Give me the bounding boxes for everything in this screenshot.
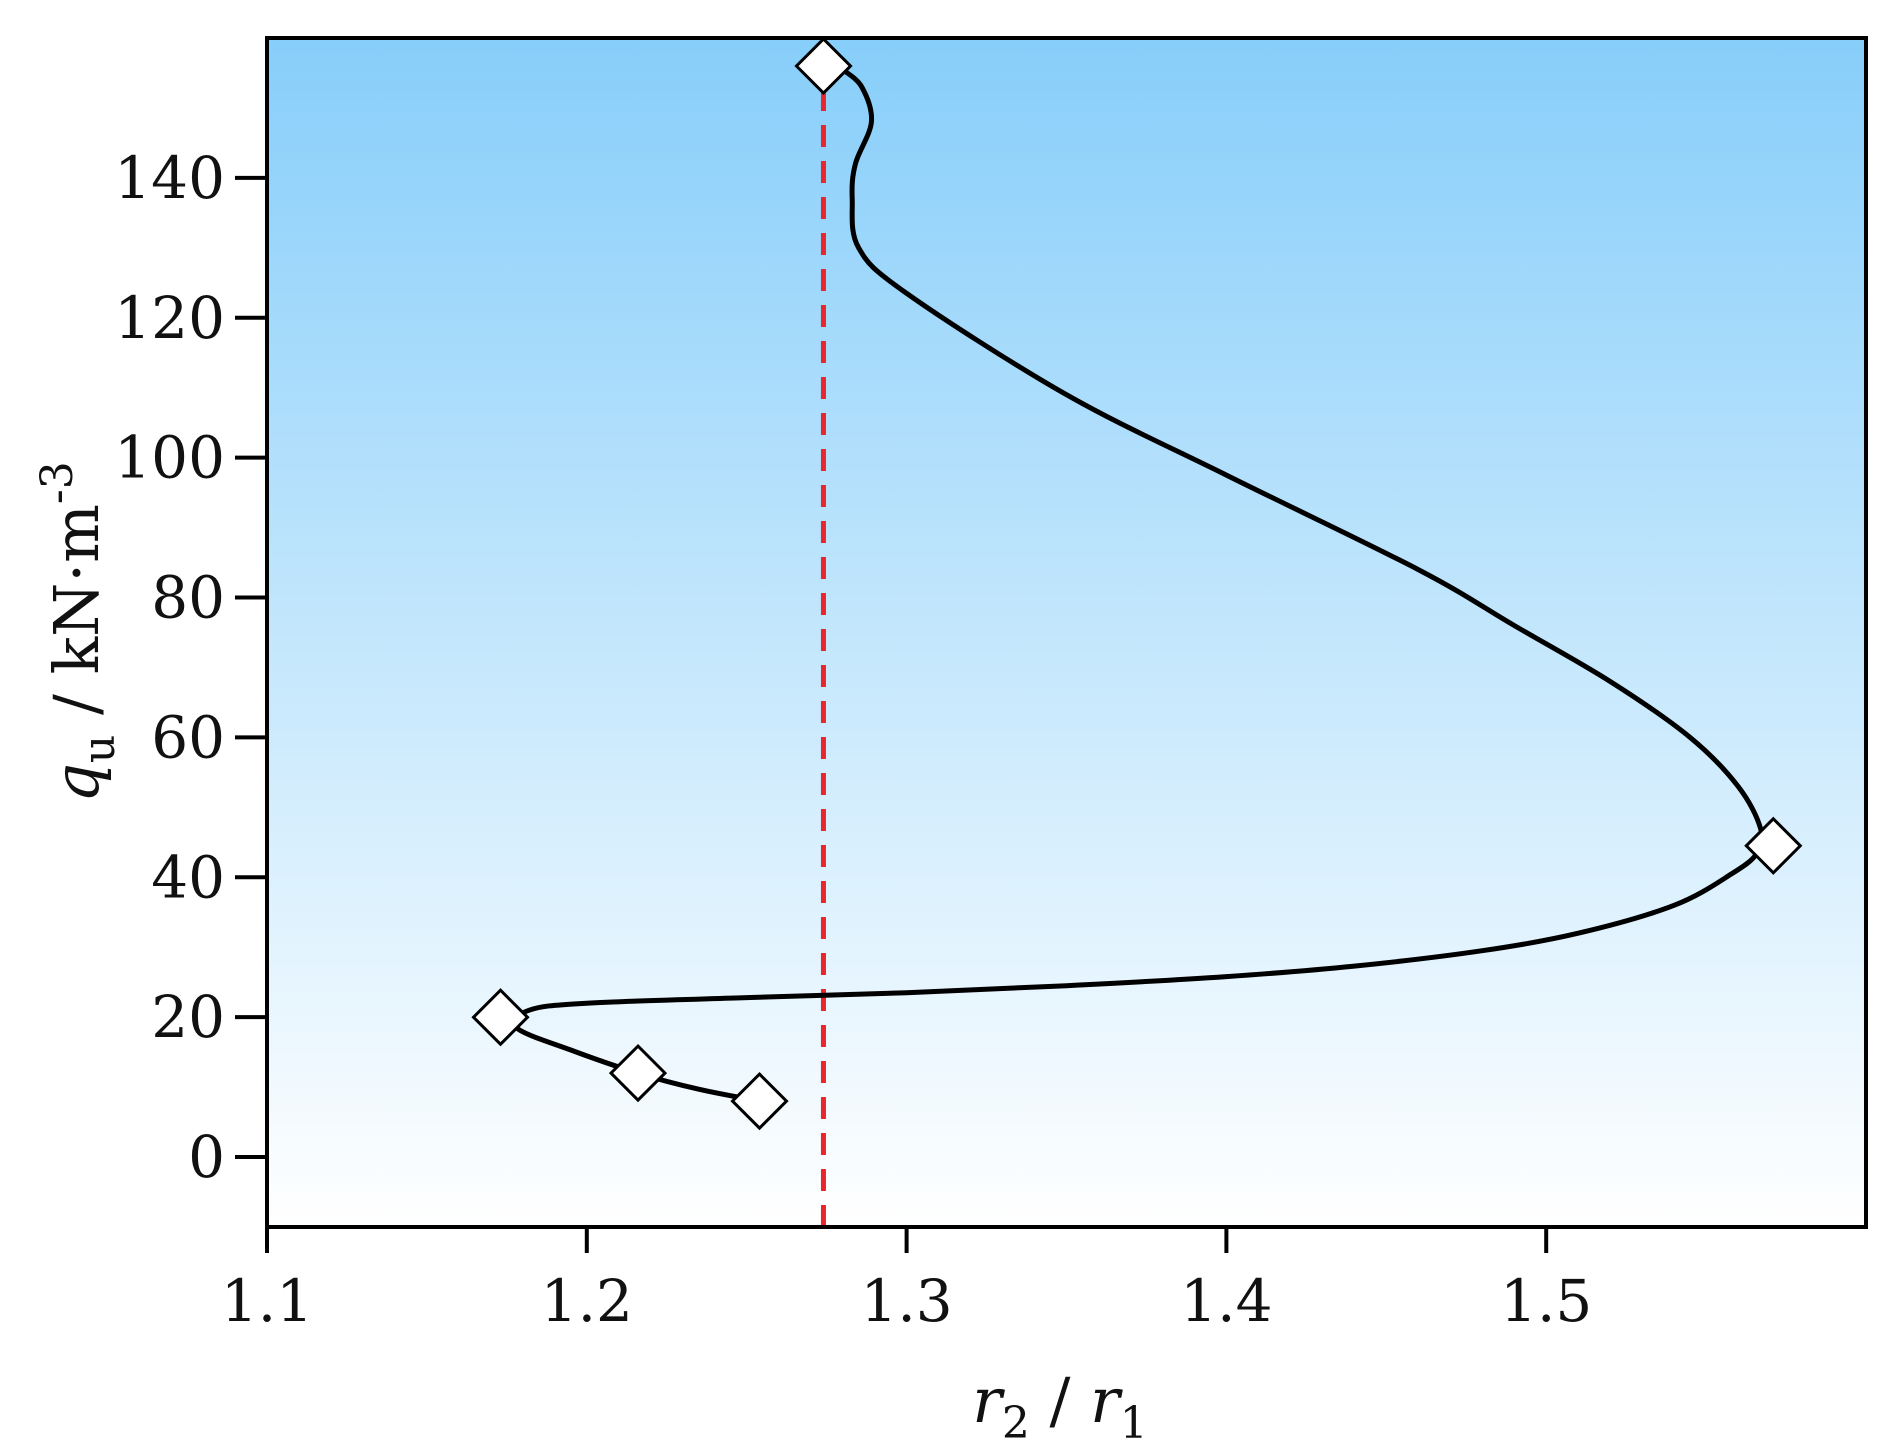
x-tick-label: 1.1: [221, 1267, 313, 1335]
y-axis-title: qu / kN·m-3: [32, 461, 125, 803]
y-tick-label: 120: [114, 284, 225, 352]
marker-layer: [471, 36, 1803, 1131]
data-point-marker: [471, 988, 530, 1047]
x-axis-title-sep: /: [1030, 1364, 1090, 1437]
x-axis-title-sub1: 2: [1002, 1398, 1030, 1449]
y-axis-title-var: q: [40, 763, 113, 803]
y-axis-title-sup: -3: [32, 461, 83, 504]
x-tick-label: 1.3: [860, 1267, 952, 1335]
x-axis: 1.1 1.2 1.3 1.4 1.5: [221, 1227, 1592, 1335]
y-tick-label: 100: [114, 424, 225, 492]
plot-background: [267, 38, 1866, 1227]
y-tick-label: 80: [151, 564, 225, 632]
curve-layer: [511, 67, 1765, 1104]
data-point-marker: [608, 1043, 668, 1103]
y-tick-label: 140: [114, 144, 225, 212]
y-tick-label: 20: [151, 983, 225, 1051]
y-axis-title-unit: / kN·m: [40, 504, 113, 735]
y-tick-label: 40: [151, 843, 225, 911]
x-axis-title-var2: r: [1090, 1364, 1123, 1437]
x-axis-title-sub2: 1: [1120, 1398, 1148, 1449]
series-line: [511, 67, 1765, 1104]
plot-frame: [265, 36, 1868, 1229]
y-axis: 0 20 40 60 80 100 120 140: [114, 144, 267, 1191]
x-tick-label: 1.4: [1180, 1267, 1272, 1335]
data-point-marker: [730, 1071, 789, 1131]
y-axis-title-sub: u: [74, 735, 125, 763]
y-tick-label: 0: [188, 1123, 225, 1191]
x-axis-title-var: r: [972, 1364, 1005, 1437]
data-point-marker: [1744, 816, 1803, 875]
data-point-marker: [794, 36, 853, 96]
x-axis-title: r2 / r1: [972, 1364, 1148, 1449]
x-tick-label: 1.5: [1500, 1267, 1592, 1335]
x-tick-label: 1.2: [541, 1267, 633, 1335]
y-tick-label: 60: [151, 703, 225, 771]
